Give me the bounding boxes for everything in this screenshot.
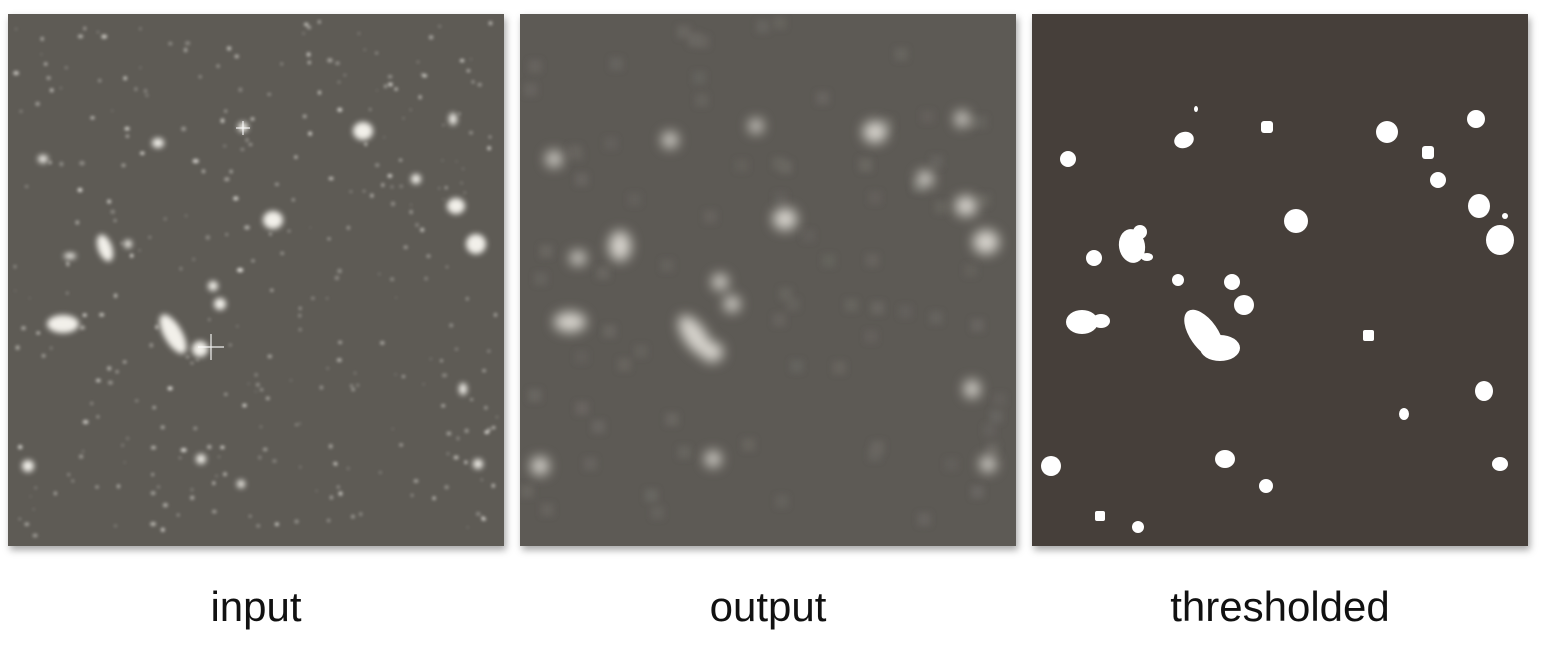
output-blurred-field [520,16,1007,526]
input-caption: input [210,583,302,630]
thresholded-image [1032,14,1528,546]
thresholded-caption: thresholded [1170,583,1390,630]
input-image [8,14,504,546]
thresholded-mask [1041,106,1514,533]
output-image [520,14,1016,546]
output-caption: output [709,583,827,630]
input-starfield [13,20,498,538]
